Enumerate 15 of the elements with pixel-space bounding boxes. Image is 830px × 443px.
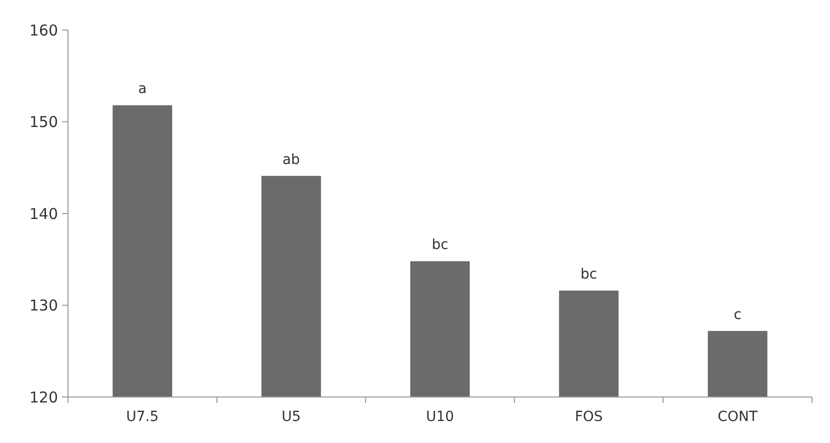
annotation: c (734, 306, 742, 323)
annotation: a (138, 81, 147, 98)
annotation: bc (580, 266, 598, 283)
y-tick-label: 130 (29, 296, 58, 314)
y-tick-label: 120 (29, 388, 58, 406)
y-tick-label: 150 (29, 113, 58, 131)
x-tick-label: U10 (426, 409, 454, 425)
x-tick-label: U5 (282, 409, 301, 425)
y-tick-label: 160 (29, 21, 58, 40)
y-tick-label: 140 (29, 204, 58, 223)
annotation: ab (282, 152, 300, 168)
annotation: bc (432, 237, 448, 254)
x-tick-label: FOS (574, 409, 603, 425)
x-tick-label: CONT (718, 409, 758, 425)
x-tick-label: U7.5 (126, 409, 159, 425)
